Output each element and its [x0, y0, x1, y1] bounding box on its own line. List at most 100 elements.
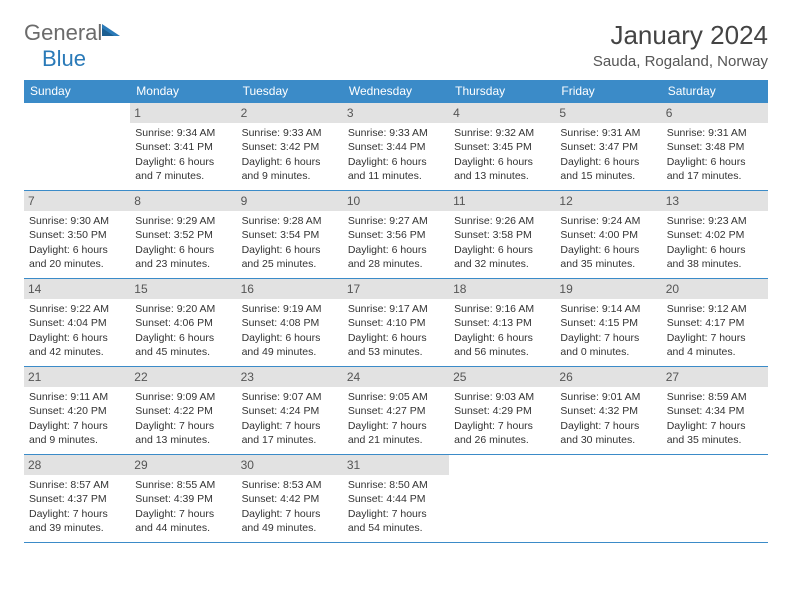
- flag-icon: [102, 22, 124, 45]
- day-number: 10: [343, 191, 449, 211]
- calendar-day-cell: 22 Sunrise: 9:09 AMSunset: 4:22 PMDayligh…: [130, 367, 236, 455]
- day-details: Sunrise: 9:03 AMSunset: 4:29 PMDaylight:…: [454, 390, 550, 447]
- day-details: Sunrise: 9:14 AMSunset: 4:15 PMDaylight:…: [560, 302, 656, 359]
- calendar-day-cell: 1Sunrise: 9:34 AMSunset: 3:41 PMDaylight…: [130, 103, 236, 191]
- calendar-day-cell: 8Sunrise: 9:29 AMSunset: 3:52 PMDaylight…: [130, 191, 236, 279]
- calendar-day-cell: 11 Sunrise: 9:26 AMSunset: 3:58 PMDayligh…: [449, 191, 555, 279]
- day-number: 16: [237, 279, 343, 299]
- title-block: January 2024 Sauda, Rogaland, Norway: [593, 20, 768, 70]
- day-number: 30: [237, 455, 343, 475]
- day-details: Sunrise: 9:23 AMSunset: 4:02 PMDaylight:…: [667, 214, 763, 271]
- day-number: 8: [130, 191, 236, 211]
- calendar-day-cell: 21Sunrise: 9:11 AMSunset: 4:20 PMDayligh…: [24, 367, 130, 455]
- day-number: 22: [130, 367, 236, 387]
- day-details: Sunrise: 9:24 AMSunset: 4:00 PMDaylight:…: [560, 214, 656, 271]
- day-details: Sunrise: 9:32 AMSunset: 3:45 PMDaylight:…: [454, 126, 550, 183]
- day-number: 4: [449, 103, 555, 123]
- weekday-header: Wednesday: [343, 80, 449, 103]
- calendar-week-row: 28Sunrise: 8:57 AMSunset: 4:37 PMDayligh…: [24, 455, 768, 543]
- weekday-header: Sunday: [24, 80, 130, 103]
- day-number: 3: [343, 103, 449, 123]
- day-details: Sunrise: 9:16 AMSunset: 4:13 PMDaylight:…: [454, 302, 550, 359]
- calendar-body: 1Sunrise: 9:34 AMSunset: 3:41 PMDaylight…: [24, 103, 768, 543]
- day-number: 21: [24, 367, 130, 387]
- day-details: Sunrise: 9:31 AMSunset: 3:48 PMDaylight:…: [667, 126, 763, 183]
- day-number: 24: [343, 367, 449, 387]
- day-number: 23: [237, 367, 343, 387]
- day-number: 18: [449, 279, 555, 299]
- calendar-day-cell: [449, 455, 555, 543]
- calendar-day-cell: 7 Sunrise: 9:30 AMSunset: 3:50 PMDaylight…: [24, 191, 130, 279]
- day-number: 13: [662, 191, 768, 211]
- calendar-day-cell: 30 Sunrise: 8:53 AMSunset: 4:42 PMDayligh…: [237, 455, 343, 543]
- day-number: 26: [555, 367, 661, 387]
- weekday-header: Thursday: [449, 80, 555, 103]
- day-details: Sunrise: 9:09 AMSunset: 4:22 PMDaylight:…: [135, 390, 231, 447]
- calendar-day-cell: 16 Sunrise: 9:19 AMSunset: 4:08 PMDayligh…: [237, 279, 343, 367]
- day-number: 20: [662, 279, 768, 299]
- day-details: Sunrise: 9:19 AMSunset: 4:08 PMDaylight:…: [242, 302, 338, 359]
- logo-text-blue: Blue: [42, 46, 86, 71]
- day-number: 15: [130, 279, 236, 299]
- day-number: 7: [24, 191, 130, 211]
- logo-text-general: General: [24, 20, 102, 45]
- day-details: Sunrise: 9:01 AMSunset: 4:32 PMDaylight:…: [560, 390, 656, 447]
- day-details: Sunrise: 9:20 AMSunset: 4:06 PMDaylight:…: [135, 302, 231, 359]
- calendar-day-cell: 17Sunrise: 9:17 AMSunset: 4:10 PMDayligh…: [343, 279, 449, 367]
- day-number: 12: [555, 191, 661, 211]
- calendar-day-cell: 4 Sunrise: 9:32 AMSunset: 3:45 PMDaylight…: [449, 103, 555, 191]
- calendar-day-cell: 23Sunrise: 9:07 AMSunset: 4:24 PMDayligh…: [237, 367, 343, 455]
- day-number: 17: [343, 279, 449, 299]
- calendar-day-cell: [662, 455, 768, 543]
- calendar-day-cell: 31 Sunrise: 8:50 AMSunset: 4:44 PMDayligh…: [343, 455, 449, 543]
- day-details: Sunrise: 9:30 AMSunset: 3:50 PMDaylight:…: [29, 214, 125, 271]
- calendar-day-cell: 27 Sunrise: 8:59 AMSunset: 4:34 PMDayligh…: [662, 367, 768, 455]
- calendar-day-cell: 13 Sunrise: 9:23 AMSunset: 4:02 PMDayligh…: [662, 191, 768, 279]
- weekday-header: Friday: [555, 80, 661, 103]
- day-details: Sunrise: 9:31 AMSunset: 3:47 PMDaylight:…: [560, 126, 656, 183]
- calendar-day-cell: 3 Sunrise: 9:33 AMSunset: 3:44 PMDaylight…: [343, 103, 449, 191]
- day-details: Sunrise: 9:28 AMSunset: 3:54 PMDaylight:…: [242, 214, 338, 271]
- weekday-header: Tuesday: [237, 80, 343, 103]
- day-details: Sunrise: 9:27 AMSunset: 3:56 PMDaylight:…: [348, 214, 444, 271]
- day-details: Sunrise: 9:22 AMSunset: 4:04 PMDaylight:…: [29, 302, 125, 359]
- calendar-day-cell: 19Sunrise: 9:14 AMSunset: 4:15 PMDayligh…: [555, 279, 661, 367]
- location-text: Sauda, Rogaland, Norway: [593, 53, 768, 70]
- day-number: 6: [662, 103, 768, 123]
- day-number: 29: [130, 455, 236, 475]
- weekday-header: Saturday: [662, 80, 768, 103]
- day-number: 14: [24, 279, 130, 299]
- day-details: Sunrise: 9:33 AMSunset: 3:42 PMDaylight:…: [242, 126, 338, 183]
- calendar-week-row: 21Sunrise: 9:11 AMSunset: 4:20 PMDayligh…: [24, 367, 768, 455]
- calendar-day-cell: [24, 103, 130, 191]
- day-details: Sunrise: 8:59 AMSunset: 4:34 PMDaylight:…: [667, 390, 763, 447]
- calendar-day-cell: 20 Sunrise: 9:12 AMSunset: 4:17 PMDayligh…: [662, 279, 768, 367]
- calendar-day-cell: 15 Sunrise: 9:20 AMSunset: 4:06 PMDayligh…: [130, 279, 236, 367]
- day-details: Sunrise: 8:50 AMSunset: 4:44 PMDaylight:…: [348, 478, 444, 535]
- weekday-header: Monday: [130, 80, 236, 103]
- calendar-day-cell: 12 Sunrise: 9:24 AMSunset: 4:00 PMDayligh…: [555, 191, 661, 279]
- day-number: 2: [237, 103, 343, 123]
- day-details: Sunrise: 9:05 AMSunset: 4:27 PMDaylight:…: [348, 390, 444, 447]
- calendar-day-cell: 10 Sunrise: 9:27 AMSunset: 3:56 PMDayligh…: [343, 191, 449, 279]
- day-details: Sunrise: 9:12 AMSunset: 4:17 PMDaylight:…: [667, 302, 763, 359]
- calendar-day-cell: 24 Sunrise: 9:05 AMSunset: 4:27 PMDayligh…: [343, 367, 449, 455]
- day-number: 5: [555, 103, 661, 123]
- calendar-day-cell: 28Sunrise: 8:57 AMSunset: 4:37 PMDayligh…: [24, 455, 130, 543]
- calendar-day-cell: 26 Sunrise: 9:01 AMSunset: 4:32 PMDayligh…: [555, 367, 661, 455]
- day-number: 25: [449, 367, 555, 387]
- day-number: 28: [24, 455, 130, 475]
- page-title: January 2024: [593, 20, 768, 51]
- day-details: Sunrise: 9:33 AMSunset: 3:44 PMDaylight:…: [348, 126, 444, 183]
- day-details: Sunrise: 9:26 AMSunset: 3:58 PMDaylight:…: [454, 214, 550, 271]
- day-details: Sunrise: 8:53 AMSunset: 4:42 PMDaylight:…: [242, 478, 338, 535]
- calendar-day-cell: 18 Sunrise: 9:16 AMSunset: 4:13 PMDayligh…: [449, 279, 555, 367]
- day-details: Sunrise: 8:55 AMSunset: 4:39 PMDaylight:…: [135, 478, 231, 535]
- day-number: 27: [662, 367, 768, 387]
- calendar-day-cell: 6 Sunrise: 9:31 AMSunset: 3:48 PMDaylight…: [662, 103, 768, 191]
- day-number: 11: [449, 191, 555, 211]
- calendar-day-cell: 2 Sunrise: 9:33 AMSunset: 3:42 PMDaylight…: [237, 103, 343, 191]
- day-number: 31: [343, 455, 449, 475]
- calendar-day-cell: [555, 455, 661, 543]
- calendar-week-row: 1Sunrise: 9:34 AMSunset: 3:41 PMDaylight…: [24, 103, 768, 191]
